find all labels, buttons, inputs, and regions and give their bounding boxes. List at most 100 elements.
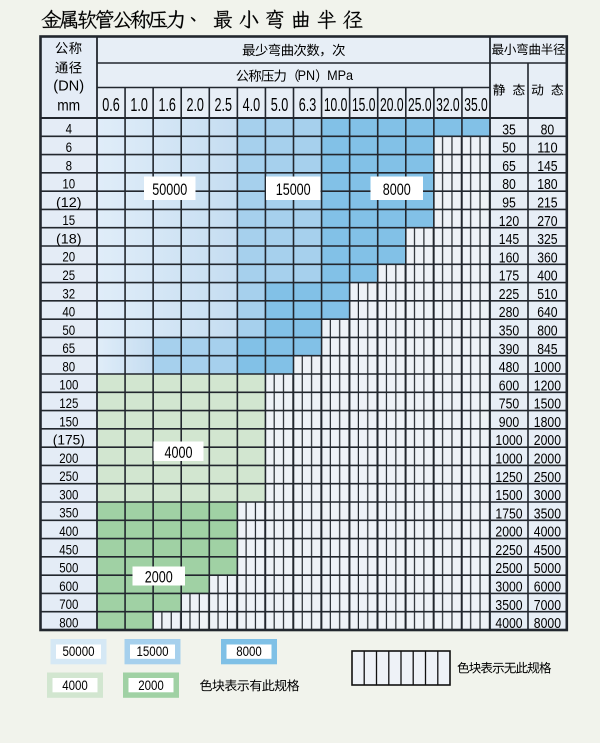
svg-text:4000: 4000 xyxy=(62,678,88,693)
svg-text:110: 110 xyxy=(537,140,557,157)
svg-text:(12): (12) xyxy=(56,194,82,210)
svg-text:4000: 4000 xyxy=(495,615,522,632)
svg-text:350: 350 xyxy=(499,323,519,340)
svg-text:2000: 2000 xyxy=(534,432,561,449)
svg-text:160: 160 xyxy=(499,249,519,266)
svg-text:(175): (175) xyxy=(53,432,85,448)
svg-text:15: 15 xyxy=(62,212,75,228)
svg-text:35.0: 35.0 xyxy=(464,95,488,115)
svg-text:145: 145 xyxy=(537,158,557,175)
svg-text:5.0: 5.0 xyxy=(271,95,289,115)
svg-text:80: 80 xyxy=(541,121,555,138)
svg-text:600: 600 xyxy=(499,377,519,394)
svg-text:750: 750 xyxy=(499,396,519,413)
svg-text:2000: 2000 xyxy=(495,524,522,541)
svg-text:120: 120 xyxy=(499,213,519,230)
svg-text:65: 65 xyxy=(62,340,75,356)
svg-text:6: 6 xyxy=(66,139,73,155)
svg-text:32: 32 xyxy=(62,285,75,301)
svg-text:8000: 8000 xyxy=(383,180,411,199)
svg-text:1800: 1800 xyxy=(534,414,561,431)
svg-text:4.0: 4.0 xyxy=(243,95,261,115)
svg-text:2250: 2250 xyxy=(495,542,522,559)
svg-text:390: 390 xyxy=(499,341,519,358)
svg-text:3000: 3000 xyxy=(534,487,561,504)
svg-text:200: 200 xyxy=(59,450,78,466)
svg-text:2000: 2000 xyxy=(534,451,561,468)
svg-text:215: 215 xyxy=(537,195,557,212)
svg-text:1500: 1500 xyxy=(495,487,522,504)
svg-text:2000: 2000 xyxy=(138,678,164,693)
svg-text:900: 900 xyxy=(499,414,519,431)
svg-text:400: 400 xyxy=(537,268,557,285)
svg-text:1200: 1200 xyxy=(534,377,561,394)
svg-text:3500: 3500 xyxy=(495,597,522,614)
svg-text:65: 65 xyxy=(502,158,516,175)
svg-text:1000: 1000 xyxy=(495,432,522,449)
svg-text:6000: 6000 xyxy=(534,579,561,596)
svg-text:4500: 4500 xyxy=(534,542,561,559)
svg-text:50: 50 xyxy=(62,322,75,338)
svg-text:250: 250 xyxy=(59,468,78,484)
svg-text:20.0: 20.0 xyxy=(380,95,404,115)
svg-text:15000: 15000 xyxy=(276,180,311,199)
svg-text:7000: 7000 xyxy=(534,597,561,614)
svg-text:5000: 5000 xyxy=(534,560,561,577)
svg-text:1.6: 1.6 xyxy=(158,95,176,115)
svg-text:700: 700 xyxy=(59,596,78,612)
svg-text:8000: 8000 xyxy=(534,615,561,632)
svg-text:50: 50 xyxy=(502,140,516,157)
svg-text:15000: 15000 xyxy=(137,644,169,659)
svg-text:125: 125 xyxy=(59,395,78,411)
svg-text:510: 510 xyxy=(537,286,557,303)
svg-text:mm: mm xyxy=(57,98,80,115)
svg-text:8000: 8000 xyxy=(236,644,262,659)
svg-text:(18): (18) xyxy=(56,231,82,247)
svg-text:4: 4 xyxy=(66,121,73,137)
svg-text:PN: PN xyxy=(298,67,316,83)
svg-text:8: 8 xyxy=(66,157,73,173)
svg-text:80: 80 xyxy=(502,176,516,193)
svg-text:325: 325 xyxy=(537,231,557,248)
svg-text:1000: 1000 xyxy=(534,359,561,376)
svg-text:10: 10 xyxy=(62,176,75,192)
svg-text:25.0: 25.0 xyxy=(408,95,432,115)
svg-text:80: 80 xyxy=(62,359,75,375)
svg-text:500: 500 xyxy=(59,560,78,576)
svg-text:270: 270 xyxy=(537,213,557,230)
svg-text:350: 350 xyxy=(59,505,78,521)
svg-text:1500: 1500 xyxy=(534,396,561,413)
svg-text:2.0: 2.0 xyxy=(186,95,204,115)
svg-text:1750: 1750 xyxy=(495,505,522,522)
svg-text:1.0: 1.0 xyxy=(130,95,148,115)
svg-text:3000: 3000 xyxy=(495,579,522,596)
svg-text:360: 360 xyxy=(537,249,557,266)
svg-text:3500: 3500 xyxy=(534,505,561,522)
svg-text:480: 480 xyxy=(499,359,519,376)
svg-text:15.0: 15.0 xyxy=(352,95,376,115)
svg-text:280: 280 xyxy=(499,304,519,321)
svg-text:225: 225 xyxy=(499,286,519,303)
svg-text:35: 35 xyxy=(502,121,516,138)
svg-text:800: 800 xyxy=(59,615,78,631)
svg-text:2500: 2500 xyxy=(534,469,561,486)
svg-text:300: 300 xyxy=(59,487,78,503)
svg-text:640: 640 xyxy=(537,304,557,321)
svg-text:40: 40 xyxy=(62,304,75,320)
svg-text:10.0: 10.0 xyxy=(324,95,348,115)
svg-text:MPa: MPa xyxy=(327,67,353,83)
svg-text:845: 845 xyxy=(537,341,557,358)
svg-text:95: 95 xyxy=(502,195,516,212)
svg-text:20: 20 xyxy=(62,249,75,265)
svg-text:2000: 2000 xyxy=(145,568,173,587)
svg-text:4000: 4000 xyxy=(165,443,193,462)
svg-text:450: 450 xyxy=(59,541,78,557)
svg-text:150: 150 xyxy=(59,413,78,429)
svg-text:50000: 50000 xyxy=(152,180,187,199)
svg-text:2500: 2500 xyxy=(495,560,522,577)
svg-text:1000: 1000 xyxy=(495,451,522,468)
svg-text:4000: 4000 xyxy=(534,524,561,541)
svg-text:0.6: 0.6 xyxy=(102,95,120,115)
svg-text:(DN): (DN) xyxy=(53,78,84,95)
svg-text:100: 100 xyxy=(59,377,78,393)
